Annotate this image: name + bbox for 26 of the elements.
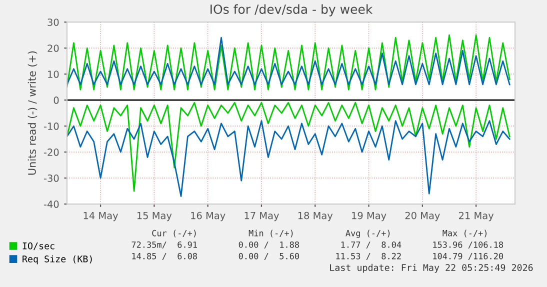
text: 14.85 / 6.08 0.00 / 5.60 11.53 / 8.22 104.79 /116.20: [132, 252, 504, 260]
chart-title: IOs for /dev/sda - by week: [210, 4, 373, 16]
line-series: [67, 120, 510, 197]
legend-label: IO/sec: [22, 242, 54, 250]
line-series: [67, 102, 510, 192]
x-tick-label: 17 May: [244, 212, 279, 222]
text: Cur (-/+) Min (-/+) Avg (-/+) Max (-/+): [152, 230, 486, 238]
y-tick-label: 0: [54, 96, 59, 104]
legend-label: Req Size (KB): [22, 255, 92, 264]
text: 72.35m/ 6.91 0.00 / 1.88 1.77 / 8.04 153.96 /106.18: [132, 241, 504, 249]
x-tick-label: 20 May: [405, 212, 440, 222]
x-tick-label: 16 May: [191, 212, 226, 222]
x-tick-label: 15 May: [137, 212, 172, 222]
text: Last update: Fri May 22 05:25:49 2026: [330, 264, 533, 273]
x-tick-label: 19 May: [352, 212, 386, 222]
y-axis-title: Units read (-) / write (+): [28, 51, 38, 175]
x-tick-label: 18 May: [298, 212, 333, 222]
y-tick-label: 30: [48, 18, 59, 26]
y-tick-label: 10: [48, 70, 59, 78]
y-tick-label: -10: [44, 122, 59, 130]
x-tick-label: 21 May: [459, 212, 494, 222]
y-tick-label: -30: [44, 174, 59, 182]
y-tick-label: -20: [44, 148, 59, 156]
y-tick-label: 20: [48, 44, 59, 52]
x-tick-label: 14 May: [84, 212, 118, 222]
y-tick-label: -40: [44, 200, 59, 208]
